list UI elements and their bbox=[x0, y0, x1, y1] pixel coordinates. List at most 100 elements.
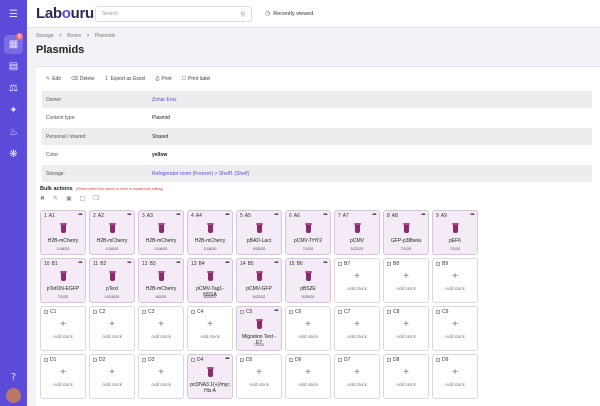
stock-cell-a8[interactable]: 8 A8 ••• GFP-p38beta 7/1/20 bbox=[383, 210, 429, 255]
plus-icon[interactable]: + bbox=[188, 319, 232, 330]
storage-icon[interactable]: ▦ 9 bbox=[4, 35, 23, 54]
cell-checkbox[interactable] bbox=[44, 358, 48, 362]
more-options-icon[interactable]: ••• bbox=[421, 212, 425, 218]
stock-name[interactable]: pText bbox=[90, 286, 134, 292]
stock-name[interactable]: pCMV bbox=[335, 238, 379, 244]
stock-cell-b9[interactable]: B9 + Add stock bbox=[432, 258, 478, 303]
cell-checkbox[interactable] bbox=[289, 310, 293, 314]
more-options-icon[interactable]: ••• bbox=[176, 212, 180, 218]
cell-checkbox[interactable] bbox=[191, 310, 195, 314]
stock-cell-d3[interactable]: D3 + Add stock bbox=[138, 354, 184, 399]
add-stock-label[interactable]: Add stock bbox=[433, 382, 477, 387]
stock-cell-a2[interactable]: 2 A2 ••• H2B-mCherry 1/18/20 bbox=[89, 210, 135, 255]
stock-cell-c8[interactable]: C8 + Add stock bbox=[383, 306, 429, 351]
add-stock-label[interactable]: Add stock bbox=[139, 382, 183, 387]
more-options-icon[interactable]: ••• bbox=[225, 260, 229, 266]
stock-cell-d8[interactable]: D8 + Add stock bbox=[383, 354, 429, 399]
stock-cell-d9[interactable]: D9 + Add stock bbox=[432, 354, 478, 399]
cell-checkbox[interactable] bbox=[338, 310, 342, 314]
add-stock-label[interactable]: Add stock bbox=[286, 382, 330, 387]
more-options-icon[interactable]: ••• bbox=[274, 212, 278, 218]
stock-cell-b2[interactable]: 11 B2 ••• pText 10/15/20 bbox=[89, 258, 135, 303]
stock-name[interactable]: pTetON-EGFP bbox=[41, 286, 85, 292]
search-icon[interactable]: ⚲ bbox=[241, 11, 245, 18]
plus-icon[interactable]: + bbox=[433, 367, 477, 378]
stock-cell-c4[interactable]: C4 + Add stock bbox=[187, 306, 233, 351]
storage-link[interactable]: Refrigerator room (Freezer) > Shelf1 (Sh… bbox=[152, 171, 249, 177]
stock-cell-a3[interactable]: 3 A3 ••• H2B-mCherry 1/18/20 bbox=[138, 210, 184, 255]
delete-button[interactable]: ⌫ Delete bbox=[71, 76, 95, 82]
hamburger-icon[interactable]: ☰ bbox=[4, 5, 23, 24]
stock-name[interactable]: pEF6 bbox=[433, 238, 477, 244]
stock-name[interactable]: pBAD-Lact bbox=[237, 238, 281, 244]
add-stock-label[interactable]: Add stock bbox=[384, 286, 428, 291]
stock-cell-b5[interactable]: 14 B5 ••• pCMV-GFP 5/22/22 bbox=[236, 258, 282, 303]
stock-name[interactable]: pBS2E bbox=[286, 286, 330, 292]
cell-checkbox[interactable] bbox=[289, 358, 293, 362]
comment-icon[interactable]: □ bbox=[80, 195, 86, 202]
add-stock-label[interactable]: Add stock bbox=[41, 382, 85, 387]
avatar[interactable] bbox=[6, 388, 21, 403]
cell-checkbox[interactable] bbox=[93, 358, 97, 362]
more-options-icon[interactable]: ••• bbox=[127, 212, 131, 218]
stock-cell-a5[interactable]: 5 A5 ••• pBAD-Lact 4/30/20 bbox=[236, 210, 282, 255]
stock-cell-c5[interactable]: C5 ••• Migration Test - E7 7/1/20 bbox=[236, 306, 282, 351]
add-stock-label[interactable]: Add stock bbox=[286, 334, 330, 339]
stock-cell-b8[interactable]: B8 + Add stock bbox=[383, 258, 429, 303]
cell-checkbox[interactable] bbox=[191, 358, 195, 362]
stock-cell-b3[interactable]: 12 B3 ••• H2B-mCherry 6/2/20 bbox=[138, 258, 184, 303]
molecule-icon[interactable]: ✦ bbox=[4, 101, 23, 120]
breadcrumb-storage[interactable]: Storage bbox=[36, 33, 54, 39]
cell-checkbox[interactable] bbox=[387, 358, 391, 362]
cell-checkbox[interactable] bbox=[240, 310, 244, 314]
add-stock-label[interactable]: Add stock bbox=[335, 334, 379, 339]
cell-checkbox[interactable] bbox=[44, 310, 48, 314]
stock-name[interactable]: H2B-mCherry bbox=[188, 238, 232, 244]
add-stock-label[interactable]: Add stock bbox=[384, 334, 428, 339]
flask-icon[interactable]: ⚖ bbox=[4, 79, 23, 98]
stock-name[interactable]: H2B-mCherry bbox=[41, 238, 85, 244]
plus-icon[interactable]: + bbox=[90, 367, 134, 378]
stock-name[interactable]: pCMV-THY2 bbox=[286, 238, 330, 244]
cell-checkbox[interactable] bbox=[142, 358, 146, 362]
add-stock-label[interactable]: Add stock bbox=[90, 382, 134, 387]
stock-name[interactable]: H2B-mCherry bbox=[90, 238, 134, 244]
cell-checkbox[interactable] bbox=[387, 262, 391, 266]
more-options-icon[interactable]: ••• bbox=[176, 260, 180, 266]
stock-cell-b4[interactable]: 13 B4 ••• pCMV-Tag1-NSSA 5/20/22 bbox=[187, 258, 233, 303]
labguru-logo[interactable]: Labouru bbox=[36, 5, 94, 22]
stock-name[interactable]: H2B-mCherry bbox=[139, 238, 183, 244]
cell-checkbox[interactable] bbox=[387, 310, 391, 314]
add-stock-label[interactable]: Add stock bbox=[335, 382, 379, 387]
plus-icon[interactable]: + bbox=[335, 271, 379, 282]
stock-name[interactable]: GFP-p38beta bbox=[384, 238, 428, 244]
plus-icon[interactable]: + bbox=[286, 319, 330, 330]
plus-icon[interactable]: + bbox=[384, 367, 428, 378]
recently-viewed-button[interactable]: ◷ Recently viewed bbox=[265, 10, 313, 17]
more-options-icon[interactable]: ••• bbox=[274, 308, 278, 314]
cell-checkbox[interactable] bbox=[436, 358, 440, 362]
plus-icon[interactable]: + bbox=[41, 367, 85, 378]
cell-checkbox[interactable] bbox=[338, 358, 342, 362]
stock-cell-a7[interactable]: 7 A7 ••• pCMV 5/22/22 bbox=[334, 210, 380, 255]
cell-checkbox[interactable] bbox=[436, 262, 440, 266]
plus-icon[interactable]: + bbox=[139, 319, 183, 330]
add-stock-label[interactable]: Add stock bbox=[433, 334, 477, 339]
stock-cell-d5[interactable]: D5 + Add stock bbox=[236, 354, 282, 399]
more-options-icon[interactable]: ••• bbox=[323, 260, 327, 266]
add-stock-label[interactable]: Add stock bbox=[139, 334, 183, 339]
cell-checkbox[interactable] bbox=[240, 358, 244, 362]
stock-cell-d6[interactable]: D6 + Add stock bbox=[285, 354, 331, 399]
more-options-icon[interactable]: ••• bbox=[372, 212, 376, 218]
stock-cell-d1[interactable]: D1 + Add stock bbox=[40, 354, 86, 399]
more-options-icon[interactable]: ••• bbox=[127, 260, 131, 266]
plus-icon[interactable]: + bbox=[433, 271, 477, 282]
plus-icon[interactable]: + bbox=[384, 319, 428, 330]
cell-checkbox[interactable] bbox=[93, 310, 97, 314]
plus-icon[interactable]: + bbox=[335, 319, 379, 330]
stock-cell-a9[interactable]: 9 A9 ••• pEF6 7/1/20 bbox=[432, 210, 478, 255]
cell-checkbox[interactable] bbox=[142, 310, 146, 314]
stock-cell-c2[interactable]: C2 + Add stock bbox=[89, 306, 135, 351]
add-stock-label[interactable]: Add stock bbox=[335, 286, 379, 291]
image-icon[interactable]: ▣ bbox=[66, 195, 72, 202]
